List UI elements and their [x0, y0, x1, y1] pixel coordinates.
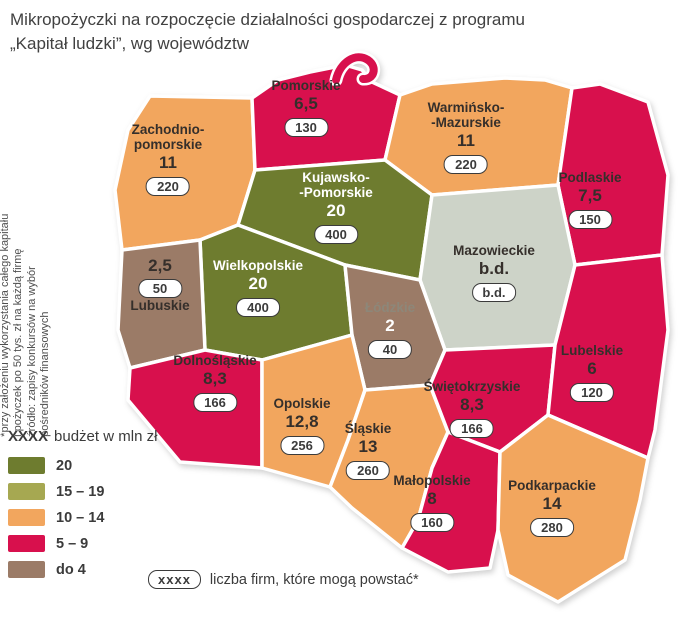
legend-row: 10 – 14 [8, 509, 157, 526]
region-label-pomorskie: Pomorskie 6,5 130 [271, 78, 341, 137]
region-shape-lubelskie [546, 253, 670, 460]
region-budget-value: 6,5 [294, 94, 318, 114]
region-name: Opolskie [273, 396, 331, 411]
legend-swatch-olive [8, 483, 45, 500]
region-budget-value: 8,3 [203, 369, 227, 389]
region-label-lubuskie: 2,5 50 Lubuskie [130, 255, 189, 314]
region-budget-value: 14 [542, 494, 562, 514]
region-label-lubelskie: Lubelskie 6 120 [561, 343, 623, 402]
region-budget-value: 11 [457, 131, 475, 151]
hel-peninsula-curl [332, 53, 378, 84]
region-name: Podlaskie [558, 170, 622, 185]
legend-firms-note: xxxx liczba firm, które mogą powstać* [148, 570, 419, 589]
legend-swatch-brown [8, 561, 45, 578]
region-firms-pill: 50 [137, 279, 182, 299]
page-title: Mikropożyczki na rozpoczęcie działalnośc… [10, 10, 525, 53]
region-name: Warmińsko- -Mazurskie [427, 100, 505, 131]
region-label-dolnoslaskie: Dolnośląskie 8,3 166 [173, 353, 257, 412]
legend-bin-label: do 4 [56, 561, 86, 578]
region-budget-value: b.d. [478, 259, 510, 279]
region-label-warminsko-mazurskie: Warmińsko- -Mazurskie 11 220 [427, 100, 505, 174]
region-name: Śląskie [344, 421, 392, 436]
region-label-podlaskie: Podlaskie 7,5 150 [558, 170, 622, 229]
region-budget-value: 2,5 [148, 256, 172, 275]
region-label-swietokrzyskie: Świętokrzyskie 8,3 166 [423, 379, 521, 438]
region-label-wielkopolskie: Wielkopolskie 20 400 [213, 258, 303, 317]
region-budget-value: 2 [385, 316, 395, 336]
firms-count-placeholder: xxxx [148, 570, 201, 589]
legend-budget-placeholder: XXXX [8, 428, 49, 445]
region-budget-value: 8,3 [460, 395, 484, 415]
region-shape-podkarpackie [496, 413, 650, 604]
legend-bin-label: 15 – 19 [56, 483, 105, 500]
region-firms-pill: b.d. [471, 282, 516, 302]
region-name: Wielkopolskie [213, 258, 303, 273]
region-label-podkarpackie: Podkarpackie 14 280 [508, 478, 596, 537]
region-firms-pill: 166 [450, 418, 494, 438]
region-firms-pill: 120 [570, 382, 614, 402]
region-budget-value: 12,8 [285, 412, 319, 432]
region-budget-value: 20 [326, 201, 346, 221]
region-label-opolskie: Opolskie 12,8 256 [273, 396, 331, 455]
legend-row: do 4 [8, 561, 157, 578]
region-name: Zachodnio- pomorskie [131, 122, 205, 153]
region-firms-pill: 40 [367, 339, 412, 359]
region-name: Mazowieckie [453, 243, 535, 258]
region-budget-value: 7,5 [578, 186, 602, 206]
region-name: Lubuskie [130, 298, 190, 314]
region-label-malopolskie: Małopolskie 8 160 [393, 473, 471, 532]
region-name: Kujawsko- -Pomorskie [299, 170, 373, 201]
region-budget-value: 11 [159, 153, 177, 173]
region-firms-pill: 166 [193, 392, 237, 412]
region-name: Lubelskie [560, 343, 624, 358]
region-name: Łódzkie [364, 300, 416, 315]
region-name: Małopolskie [393, 473, 471, 488]
region-label-lodzkie: Łódzkie 2 40 [365, 300, 415, 359]
region-firms-pill: 400 [314, 224, 358, 244]
region-firms-pill: 260 [345, 460, 390, 480]
legend-bin-label: 5 – 9 [56, 535, 89, 552]
region-label-mazowieckie: Mazowieckie b.d. b.d. [453, 243, 535, 302]
region-label-kujawsko-pomorskie: Kujawsko- -Pomorskie 20 400 [299, 170, 373, 244]
region-firms-pill: 220 [146, 176, 190, 196]
legend-budget-title: XXXX budżet w mln zł [8, 428, 157, 445]
legend-row: 5 – 9 [8, 535, 157, 552]
region-name: Pomorskie [271, 78, 341, 93]
legend-row: 20 [8, 457, 157, 474]
legend: XXXX budżet w mln zł 20 15 – 19 10 – 14 5… [8, 428, 157, 587]
region-budget-value: 8 [427, 489, 437, 509]
legend-swatch-green [8, 457, 45, 474]
legend-swatch-red [8, 535, 45, 552]
region-firms-pill: 280 [529, 517, 574, 537]
region-label-slaskie: Śląskie 13 260 [344, 421, 392, 480]
region-firms-pill: 256 [280, 435, 324, 455]
region-label-zachodniopomorskie: Zachodnio- pomorskie 11 220 [131, 122, 205, 196]
region-firms-pill: 130 [284, 117, 328, 137]
legend-row: 15 – 19 [8, 483, 157, 500]
region-firms-pill: 220 [443, 154, 488, 174]
legend-bin-label: 10 – 14 [56, 509, 105, 526]
firms-note-label: liczba firm, które mogą powstać* [209, 571, 419, 588]
region-firms-pill: 150 [568, 209, 612, 229]
region-budget-value: 13 [358, 437, 378, 457]
legend-budget-label: budżet w mln zł [54, 428, 158, 445]
legend-bin-label: 20 [56, 457, 73, 474]
region-firms-pill: 400 [236, 297, 280, 317]
region-name: Podkarpackie [508, 478, 596, 493]
legend-swatch-orange [8, 509, 45, 526]
region-budget-value: 20 [248, 274, 268, 294]
region-name: Świętokrzyskie [423, 379, 521, 394]
region-name: Dolnośląskie [173, 353, 257, 368]
region-firms-pill: 160 [410, 512, 454, 532]
region-budget-value: 6 [587, 359, 597, 379]
